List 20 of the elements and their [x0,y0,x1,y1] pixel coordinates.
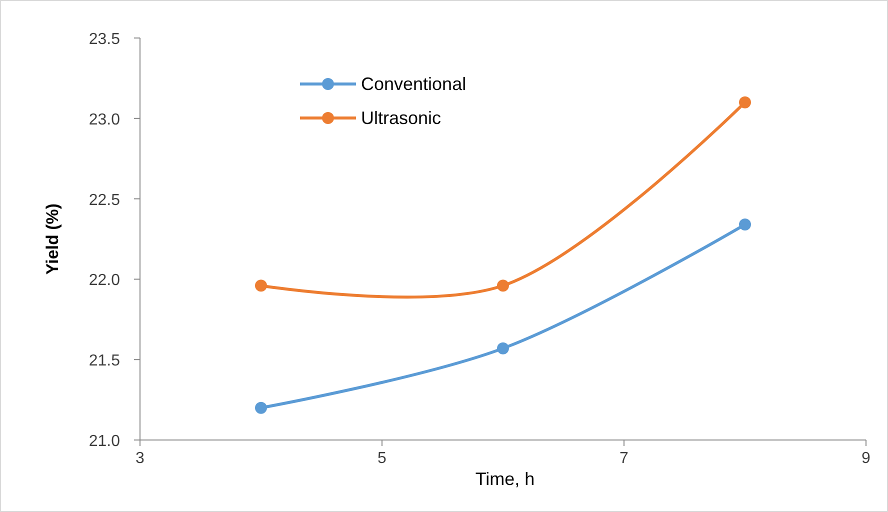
x-tick-label: 5 [378,450,387,467]
point [497,342,509,354]
point [255,402,267,414]
point [739,96,751,108]
point [497,280,509,292]
x-tick-label: 3 [136,450,145,467]
y-tick-label: 23.0 [88,111,120,128]
y-tick-label: 21.5 [88,352,120,370]
y-tick-label: 21.0 [88,433,120,450]
point [739,218,751,231]
x-tick-label: 7 [620,450,629,467]
y-tick-label: 22.5 [88,192,120,209]
legend-label: Conventional [361,74,466,94]
x-axis-title: Time, h [475,469,535,489]
y-tick-label: 22.0 [88,272,120,290]
y-tick-label: 23.5 [88,31,120,48]
y-axis-title: Yield (%) [43,203,62,275]
x-tick-label: 9 [862,450,871,467]
point [255,280,267,292]
legend-label: Ultrasonic [361,108,442,128]
